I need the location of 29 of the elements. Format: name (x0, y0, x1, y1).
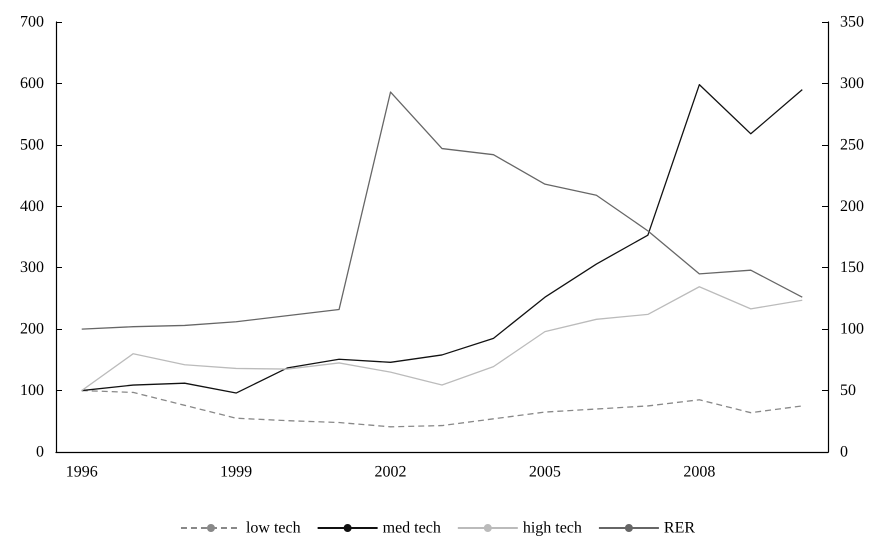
y-tick-label: 600 (20, 74, 44, 92)
y2-tick-label: 350 (840, 14, 864, 30)
y-tick-label: 400 (20, 198, 44, 215)
y2-tick-label: 150 (840, 259, 864, 276)
y2-tick-label: 100 (840, 320, 864, 338)
y2-tick-label: 50 (840, 382, 856, 400)
legend-label: RER (664, 520, 696, 536)
x-tick-label: 2008 (683, 464, 716, 480)
y2-tick-label: 200 (840, 198, 864, 215)
y-tick-label: 300 (20, 259, 44, 276)
legend-label: low tech (246, 520, 301, 536)
line-series (81, 390, 803, 428)
x-tick-label: 2005 (528, 464, 561, 480)
y-tick-label: 0 (36, 444, 44, 460)
x-tick-label: 1996 (66, 464, 98, 480)
legend-label: med tech (382, 520, 441, 536)
y-tick-label: 500 (20, 136, 44, 154)
y-tick-label: 100 (20, 382, 44, 400)
y-tick-label: 200 (20, 320, 44, 338)
y-tick-label: 700 (20, 14, 44, 30)
y2-tick-label: 0 (840, 444, 848, 460)
line-series (81, 286, 803, 392)
line-series (81, 91, 803, 330)
line-series (81, 84, 803, 394)
x-tick-label: 2002 (374, 464, 407, 480)
y2-tick-label: 250 (840, 136, 864, 154)
x-tick-label: 1999 (220, 464, 252, 480)
y2-tick-label: 300 (840, 74, 864, 92)
legend-label: high tech (522, 520, 582, 536)
